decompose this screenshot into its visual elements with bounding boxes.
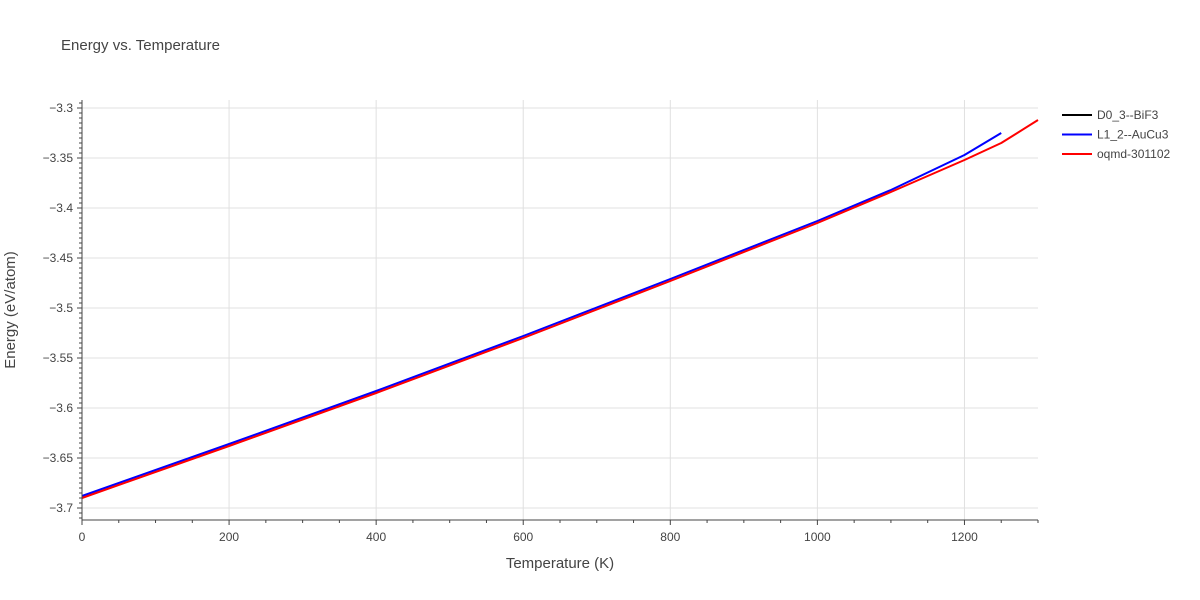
y-axis-title: Energy (eV/atom) xyxy=(2,251,19,369)
x-axis-title: Temperature (K) xyxy=(506,555,614,572)
legend-item[interactable]: D0_3--BiF3 xyxy=(1062,108,1159,122)
x-tick-label: 1000 xyxy=(804,530,831,544)
legend-item[interactable]: L1_2--AuCu3 xyxy=(1062,128,1169,142)
legend-label: oqmd-301102 xyxy=(1097,147,1170,161)
series-line-1 xyxy=(81,132,1002,497)
chart-title: Energy vs. Temperature xyxy=(61,37,220,54)
legend-label: L1_2--AuCu3 xyxy=(1097,128,1169,142)
series-line-2 xyxy=(81,119,1039,499)
x-tick-label: 400 xyxy=(366,530,386,544)
x-tick-label: 200 xyxy=(219,530,239,544)
y-tick-label: −3.45 xyxy=(43,251,74,265)
y-tick-label: −3.5 xyxy=(49,301,73,315)
y-tick-label: −3.65 xyxy=(43,451,74,465)
legend-label: D0_3--BiF3 xyxy=(1097,108,1159,122)
y-tick-label: −3.4 xyxy=(49,201,73,215)
legend-item[interactable]: oqmd-301102 xyxy=(1062,147,1170,161)
plot-area xyxy=(81,119,1039,499)
y-tick-label: −3.7 xyxy=(49,501,73,515)
y-tick-label: −3.6 xyxy=(49,401,73,415)
x-tick-label: 800 xyxy=(660,530,680,544)
x-tick-label: 1200 xyxy=(951,530,978,544)
legend[interactable]: D0_3--BiF3 L1_2--AuCu3 oqmd-301102 xyxy=(1062,108,1170,161)
axes: 0 200 400 600 800 1000 1200 −3.7 −3.65 −3.6 −3.55 −… xyxy=(43,100,1039,544)
x-tick-label: 0 xyxy=(79,530,86,544)
y-tick-label: −3.35 xyxy=(43,151,74,165)
y-tick-label: −3.3 xyxy=(49,101,73,115)
grid xyxy=(82,100,1038,520)
x-tick-label: 600 xyxy=(513,530,533,544)
y-tick-label: −3.55 xyxy=(43,351,74,365)
